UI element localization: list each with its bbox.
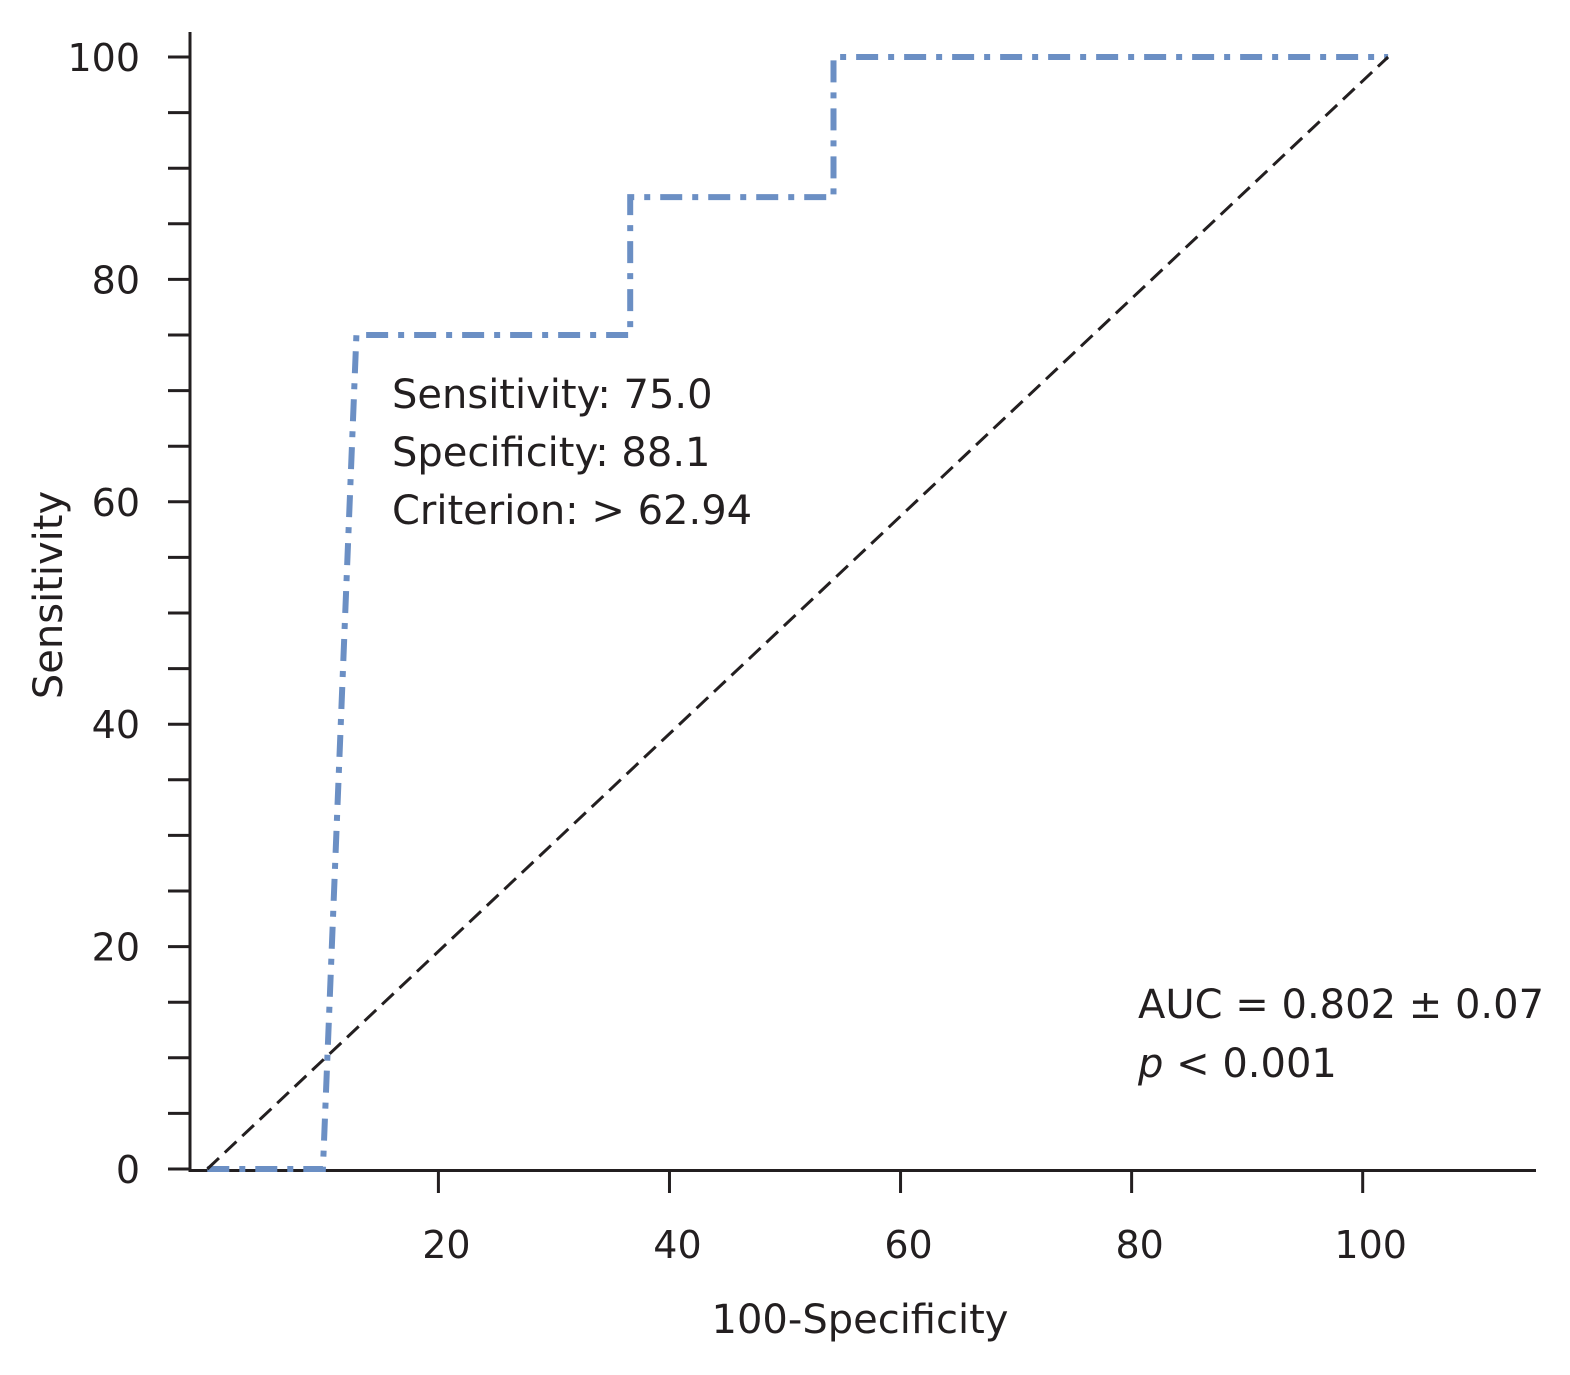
auc-annotation: AUC = 0.802 ± 0.07 — [1138, 982, 1544, 1028]
criterion-annotation: Criterion: > 62.94 — [392, 488, 752, 534]
y-axis-title: Sensitivity — [26, 491, 72, 699]
specificity-annotation: Specificity: 88.1 — [392, 430, 711, 476]
y-tick-label: 40 — [92, 703, 140, 747]
p-value-text: < 0.001 — [1163, 1041, 1336, 1087]
sensitivity-annotation: Sensitivity: 75.0 — [392, 372, 713, 418]
x-tick-label: 20 — [422, 1223, 470, 1267]
y-tick-label: 100 — [67, 36, 140, 80]
series-group — [206, 54, 1390, 1172]
y-tick-label: 60 — [92, 481, 140, 525]
x-tick-label: 60 — [884, 1223, 932, 1267]
x-tick-label: 100 — [1334, 1223, 1407, 1267]
p-symbol: p — [1137, 1041, 1163, 1087]
tick-group: 0 20 40 60 80 100 20 40 60 80 100 — [67, 36, 1406, 1267]
y-tick-label: 80 — [92, 258, 140, 302]
x-tick-label: 80 — [1115, 1223, 1163, 1267]
y-tick-label: 20 — [92, 926, 140, 970]
roc-curve — [207, 54, 1389, 1172]
p-value-annotation: p < 0.001 — [1137, 1041, 1337, 1087]
y-tick-label: 0 — [116, 1148, 140, 1192]
x-axis-title: 100-Specificity — [712, 1297, 1009, 1343]
reference-diagonal-line — [206, 55, 1390, 1171]
x-tick-label: 40 — [653, 1223, 701, 1267]
